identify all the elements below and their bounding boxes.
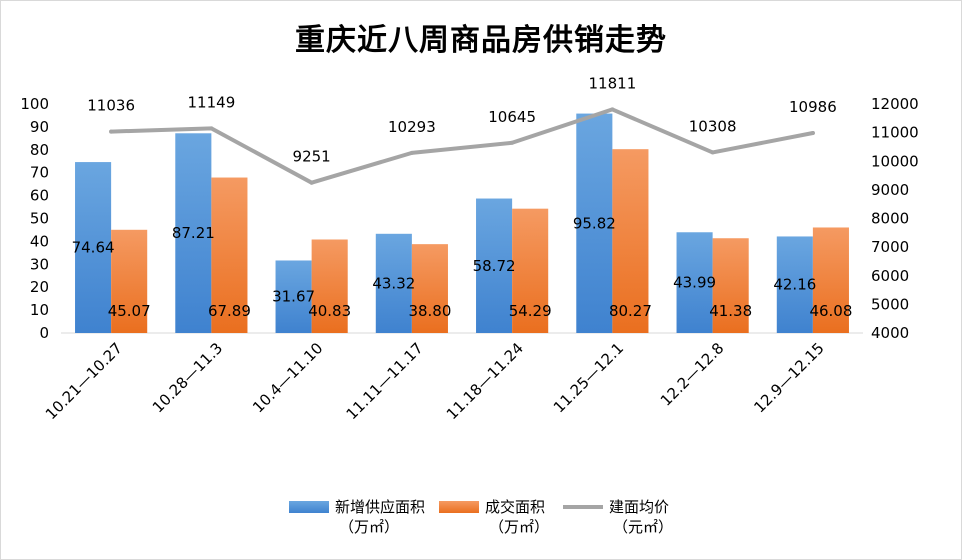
bar-supply: [175, 133, 212, 333]
bar-supply: [275, 260, 312, 333]
category-tick-label: 12.9—12.15: [750, 339, 827, 416]
category-tick-label: 12.2—12.8: [657, 339, 728, 410]
left-axis-tick-label: 100: [20, 95, 49, 113]
data-label-deal: 38.80: [408, 302, 451, 320]
data-label-deal: 46.08: [809, 302, 852, 320]
data-label-supply: 42.16: [773, 276, 816, 294]
data-label-deal: 45.07: [108, 302, 151, 320]
data-label-price: 10308: [689, 117, 737, 135]
data-label-deal: 40.83: [308, 302, 351, 320]
right-axis-tick-label: 8000: [871, 210, 909, 228]
bar-deal: [612, 149, 649, 333]
left-axis-tick-label: 70: [30, 164, 49, 182]
legend-label-price: 建面均价: [609, 498, 670, 516]
data-label-price: 10293: [388, 118, 436, 136]
right-axis-tick-label: 12000: [871, 95, 919, 113]
legend-unit-deal: （万㎡）: [488, 518, 549, 536]
right-axis-tick-label: 11000: [871, 124, 919, 142]
bar-deal: [211, 177, 248, 333]
left-axis-tick-label: 40: [30, 232, 49, 250]
legend-swatch-deal: [438, 501, 479, 513]
data-label-supply: 43.32: [372, 274, 415, 292]
bar-deal: [712, 238, 749, 333]
data-label-price: 11811: [589, 74, 637, 92]
right-axis-tick-label: 6000: [871, 267, 909, 285]
point-price: [710, 150, 715, 155]
legend-swatch-price: [563, 505, 603, 509]
left-axis-tick-label: 60: [30, 187, 49, 205]
legend-swatch-supply: [288, 501, 329, 513]
category-tick-label: 11.18—11.24: [443, 339, 527, 423]
left-axis-tick-label: 90: [30, 118, 49, 136]
data-label-price: 11036: [87, 97, 135, 115]
left-axis-tick-label: 20: [30, 278, 49, 296]
category-tick-label: 10.4—11.10: [249, 339, 326, 416]
bar-deal: [411, 244, 448, 333]
bar-supply: [676, 232, 713, 333]
point-price: [610, 107, 615, 112]
category-tick-label: 11.25—12.1: [550, 339, 627, 416]
legend-unit-price: （元㎡）: [613, 518, 674, 536]
data-label-deal: 41.38: [709, 302, 752, 320]
chart-plot: 0 10 20 30 40 50 60 70 80 90 100 4000 5000 6000 7000 80…: [20, 74, 919, 423]
right-axis-tick-label: 5000: [871, 295, 909, 313]
data-label-deal: 80.27: [609, 302, 652, 320]
point-price: [810, 131, 815, 136]
data-label-price: 9251: [293, 148, 331, 166]
data-label-supply: 74.64: [72, 239, 115, 257]
chart-title: 重庆近八周商品房供销走势: [295, 23, 667, 58]
right-axis-tick-label: 10000: [871, 152, 919, 170]
bar-supply: [576, 113, 613, 333]
legend-label-supply: 新增供应面积: [334, 498, 425, 516]
legend-item-price[interactable]: 建面均价 （元㎡）: [563, 497, 673, 537]
category-tick-label: 10.28—11.3: [149, 339, 226, 416]
data-label-supply: 31.67: [272, 288, 315, 306]
right-axis-tick-label: 9000: [871, 181, 909, 199]
line-price: [109, 107, 815, 185]
data-label-deal: 54.29: [509, 302, 552, 320]
point-price: [309, 180, 314, 185]
data-label-supply: 87.21: [172, 224, 215, 242]
left-axis-tick-label: 0: [39, 324, 49, 342]
point-price: [409, 150, 414, 155]
data-label-supply: 58.72: [473, 257, 516, 275]
point-price: [109, 129, 114, 134]
point-price: [209, 126, 214, 131]
data-label-price: 11149: [188, 93, 236, 111]
legend-item-supply[interactable]: 新增供应面积 （万㎡）: [288, 497, 425, 537]
bar-supply: [75, 162, 112, 333]
left-axis-tick-label: 80: [30, 141, 49, 159]
data-label-price: 10645: [488, 108, 536, 126]
bar-supply: [776, 236, 813, 333]
bar-deal: [111, 229, 148, 333]
data-label-deal: 67.89: [208, 302, 251, 320]
legend-label-deal: 成交面积: [484, 498, 545, 516]
point-price: [510, 140, 515, 145]
bar-supply: [476, 198, 513, 333]
chart-legend: 新增供应面积 （万㎡） 成交面积 （万㎡） 建面均价 （元㎡）: [1, 497, 961, 537]
legend-unit-supply: （万㎡）: [338, 518, 399, 536]
data-label-price: 10986: [789, 98, 837, 116]
bar-deal: [311, 239, 348, 333]
category-tick-label: 11.11—11.17: [343, 339, 427, 423]
left-axis-tick-label: 30: [30, 255, 49, 273]
right-axis-tick-label: 4000: [871, 324, 909, 342]
legend-item-deal[interactable]: 成交面积 （万㎡）: [438, 497, 549, 537]
bar-deal: [512, 208, 549, 333]
data-label-supply: 95.82: [573, 214, 616, 232]
left-axis-tick-label: 50: [30, 210, 49, 228]
bar-deal: [812, 227, 849, 333]
data-label-supply: 43.99: [673, 274, 716, 292]
right-axis-tick-label: 7000: [871, 238, 909, 256]
category-tick-label: 10.21—10.27: [42, 339, 126, 423]
bar-supply: [375, 233, 412, 333]
left-axis-tick-label: 10: [30, 301, 49, 319]
